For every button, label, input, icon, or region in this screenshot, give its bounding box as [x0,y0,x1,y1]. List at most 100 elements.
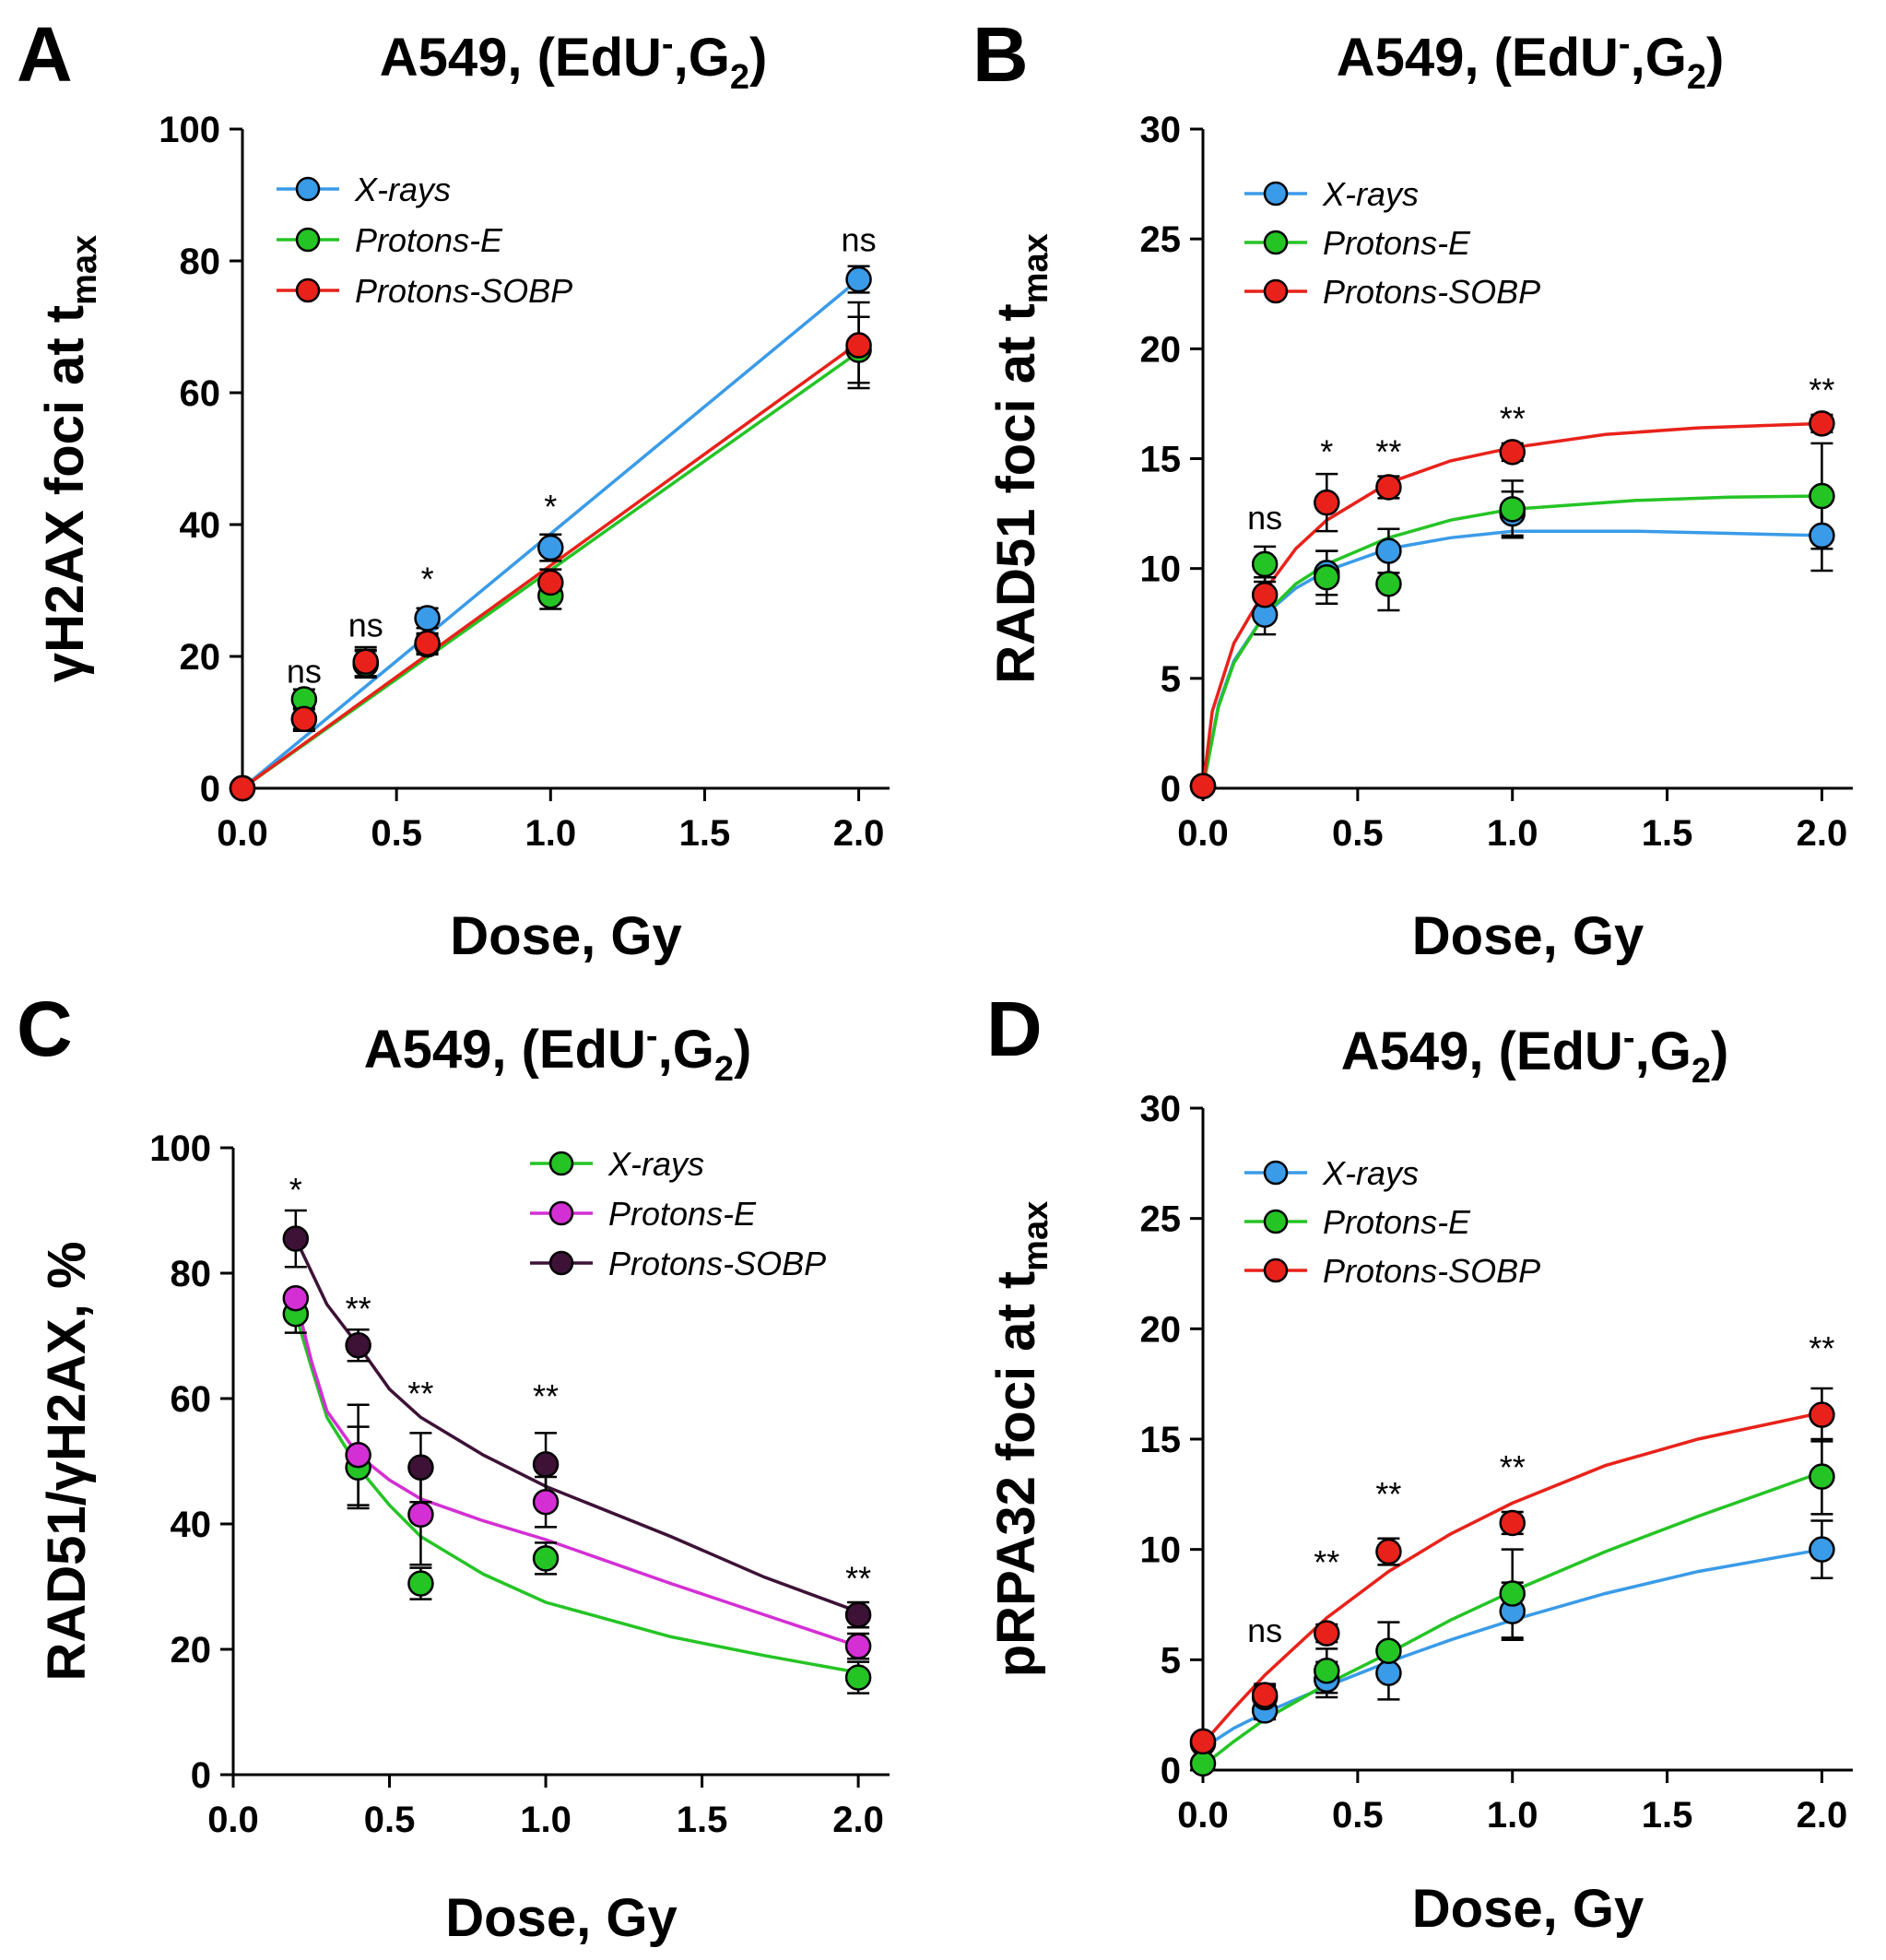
y-tick-label: 20 [1140,329,1182,370]
x-axis-label: Dose, Gy [445,1888,677,1948]
panel-title: A549, (EdU-,G2) [1337,25,1725,97]
panel-letter: B [972,11,1029,98]
data-point-x-rays [414,605,441,632]
title-end: ) [734,1020,751,1080]
y-tick-label: 0 [191,1755,211,1796]
legend-label: Protons-SOBP [1323,1252,1540,1290]
title-sup: - [1619,25,1631,64]
data-point-protons-sobp [1375,1538,1402,1565]
title-end: ) [749,28,767,88]
y-tick-label: 80 [171,1254,212,1294]
x-axis-label: Dose, Gy [1412,906,1644,966]
x-tick-label: 2.0 [833,813,885,854]
data-point-protons-sobp [352,648,379,675]
significance-label: ** [1375,432,1401,470]
data-point-protons-e [1499,1580,1526,1607]
data-point-protons-sobp [229,774,256,802]
x-tick-label: 1.0 [525,813,576,854]
title-main: A549, (EdU [1341,1021,1623,1081]
legend-label: Protons-E [1323,224,1471,262]
significance-label: * [289,1171,302,1209]
legend-label: Protons-SOBP [1323,273,1540,311]
x-tick-label: 1.5 [1642,813,1693,854]
panel-D: D A549, (EdU-,G2) 0 5 10 15 20 25 30 0.0 0.5 1.0 1.5… [986,986,1853,1939]
x-tick-label: 1.0 [520,1800,572,1840]
significance-label: ns [842,220,877,258]
y-tick-label: 100 [149,1128,211,1169]
ylabel-main: pRPA32 foci at t [986,1271,1046,1677]
title-sup: - [646,1017,658,1056]
y-tick-label: 30 [1140,110,1182,150]
data-point-x-rays [844,1664,872,1691]
data-point-protons-sobp [345,1331,371,1359]
legend-label: X-rays [1322,1154,1419,1192]
y-tick-label: 80 [180,242,221,282]
title-end: ) [1711,1021,1728,1081]
significance-label: ** [1314,1543,1339,1581]
significance-label: * [544,488,557,525]
ylabel-sub: max [1017,1201,1055,1271]
legend-label: Protons-E [1323,1203,1471,1241]
data-point-protons-e [1314,563,1340,591]
title-mid: ,G [1635,1021,1692,1081]
x-tick-label: 0.5 [1332,1795,1384,1836]
ylabel-main: RAD51/γH2AX, % [37,1241,97,1681]
data-point-protons-e [1251,550,1279,578]
significance-label: * [1320,432,1333,470]
data-point-protons-sobp [1251,1682,1279,1708]
data-point-protons-sobp [1809,1401,1835,1428]
data-point-x-rays [1809,1536,1835,1563]
data-point-protons-sobp [537,569,564,596]
data-point-protons-sobp [1499,439,1526,466]
fit-line-protons-e [1201,1470,1822,1767]
y-tick-label: 60 [171,1379,212,1420]
data-point-x-rays [537,534,564,561]
x-tick-label: 1.5 [677,1800,728,1840]
x-tick-label: 1.0 [1487,813,1538,854]
y-tick-label: 10 [1140,1530,1182,1571]
panel-B: B A549, (EdU-,G2) 0 5 10 15 20 25 30 0.0 0.5 1.0 1.5… [972,11,1853,966]
fit-line-x-rays [1201,529,1822,789]
data-point-x-rays [1375,1659,1402,1686]
x-tick-label: 1.0 [1487,1795,1538,1836]
data-point-protons-sobp [844,1601,872,1628]
x-tick-label: 0.0 [207,1800,259,1840]
legend-marker [1263,278,1289,304]
y-tick-label: 25 [1140,1199,1182,1240]
title-sub: 2 [1687,58,1706,97]
data-point-x-rays [1375,537,1402,564]
data-point-protons-sobp [414,630,441,656]
title-sub: 2 [1692,1052,1711,1091]
panel-letter: D [986,986,1043,1072]
title-sup: - [1623,1019,1635,1057]
y-tick-label: 30 [1140,1089,1182,1129]
fit-line-protons-sobp [241,341,860,790]
y-tick-label: 5 [1161,1640,1181,1681]
data-point-protons-sobp [1251,582,1279,608]
y-tick-label: 25 [1140,219,1182,260]
ylabel-main: γH2AX foci at t [35,305,95,682]
data-point-protons-e [1375,571,1402,597]
legend-marker [1263,1160,1289,1186]
data-point-x-rays [407,1570,434,1597]
ylabel-main: RAD51 foci at t [986,303,1046,684]
y-tick-label: 40 [180,505,221,546]
title-sup: - [662,25,674,64]
title-sub: 2 [730,58,749,97]
significance-label: ** [845,1559,871,1597]
data-point-protons-sobp [1314,1620,1340,1647]
x-tick-label: 0.0 [1177,813,1229,854]
fit-line-protons-sobp [1201,421,1822,789]
data-point-protons-sobp [290,705,318,733]
title-mid: ,G [1631,28,1687,88]
legend-marker [548,1250,574,1276]
panel-A: A A549, (EdU-,G2) 0 20 40 60 80 100 0.0 0.5 1.0 1.5… [17,11,890,966]
title-main: A549, (EdU [1337,28,1619,88]
ylabel-sub: max [65,235,104,305]
title-sub: 2 [714,1050,734,1089]
y-tick-label: 20 [171,1630,212,1671]
significance-label: ns [1247,499,1282,537]
fit-line-x-rays [1202,1547,1822,1750]
y-tick-label: 20 [1140,1309,1182,1350]
